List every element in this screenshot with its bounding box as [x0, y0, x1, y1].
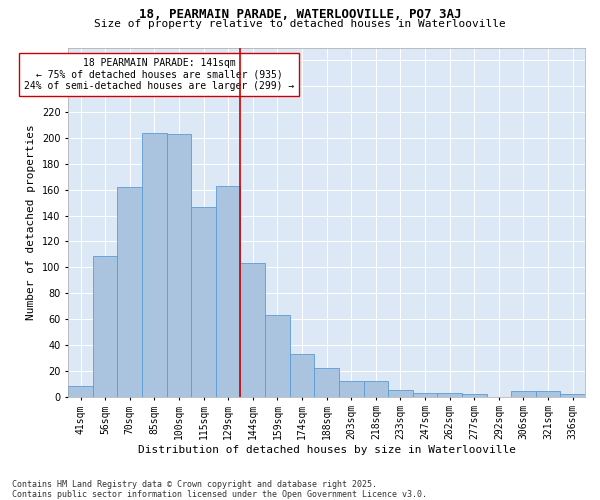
Bar: [167, 134, 191, 396]
Bar: [265, 315, 290, 396]
Bar: [191, 206, 216, 396]
Text: 18, PEARMAIN PARADE, WATERLOOVILLE, PO7 3AJ: 18, PEARMAIN PARADE, WATERLOOVILLE, PO7 …: [139, 8, 461, 20]
Bar: [339, 381, 364, 396]
Bar: [142, 133, 167, 396]
X-axis label: Distribution of detached houses by size in Waterlooville: Distribution of detached houses by size …: [137, 445, 515, 455]
Text: Contains HM Land Registry data © Crown copyright and database right 2025.
Contai: Contains HM Land Registry data © Crown c…: [12, 480, 427, 499]
Bar: [216, 186, 241, 396]
Bar: [536, 392, 560, 396]
Bar: [560, 394, 585, 396]
Bar: [413, 392, 437, 396]
Bar: [511, 392, 536, 396]
Bar: [462, 394, 487, 396]
Bar: [437, 392, 462, 396]
Y-axis label: Number of detached properties: Number of detached properties: [26, 124, 37, 320]
Bar: [290, 354, 314, 397]
Bar: [93, 256, 118, 396]
Text: Size of property relative to detached houses in Waterlooville: Size of property relative to detached ho…: [94, 19, 506, 29]
Bar: [364, 381, 388, 396]
Bar: [118, 187, 142, 396]
Bar: [241, 264, 265, 396]
Text: 18 PEARMAIN PARADE: 141sqm
← 75% of detached houses are smaller (935)
24% of sem: 18 PEARMAIN PARADE: 141sqm ← 75% of deta…: [24, 58, 295, 91]
Bar: [68, 386, 93, 396]
Bar: [388, 390, 413, 396]
Bar: [314, 368, 339, 396]
